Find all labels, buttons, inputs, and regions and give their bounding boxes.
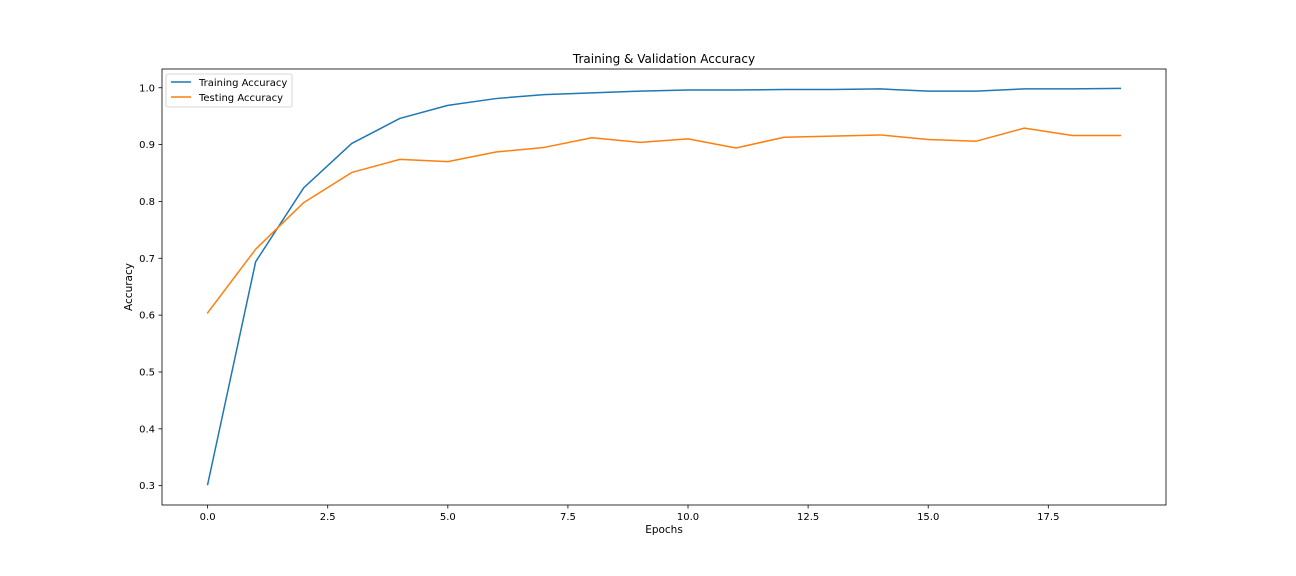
y-axis-label: Accuracy xyxy=(123,263,135,311)
x-tick-label: 0.0 xyxy=(200,512,216,523)
x-tick-label: 15.0 xyxy=(917,512,939,523)
y-tick-label: 0.8 xyxy=(139,197,155,208)
x-tick-label: 7.5 xyxy=(560,512,576,523)
legend: Training Accuracy Testing Accuracy xyxy=(165,73,293,108)
x-tick-label: 10.0 xyxy=(677,512,699,523)
x-axis-ticks: 0.0 2.5 5.0 7.5 10.0 12.5 15.0 17.5 xyxy=(200,505,1059,523)
testing-accuracy-line xyxy=(206,127,1122,314)
training-accuracy-line xyxy=(206,87,1122,486)
plot-frame xyxy=(161,68,1167,506)
x-tick-label: 12.5 xyxy=(797,512,819,523)
legend-box xyxy=(165,73,293,108)
x-tick-label: 5.0 xyxy=(440,512,456,523)
y-axis-ticks: 0.3 0.4 0.5 0.6 0.7 0.8 0.9 1.0 xyxy=(139,83,162,492)
y-tick-label: 0.3 xyxy=(139,481,155,492)
y-tick-label: 0.7 xyxy=(139,254,155,265)
legend-label-training: Training Accuracy xyxy=(198,78,287,89)
x-tick-label: 17.5 xyxy=(1037,512,1059,523)
y-tick-label: 0.4 xyxy=(139,424,155,435)
plot-lines xyxy=(206,87,1122,486)
y-tick-label: 0.6 xyxy=(139,311,155,322)
x-axis-label: Epochs xyxy=(645,524,683,536)
y-tick-label: 0.9 xyxy=(139,140,155,151)
legend-label-testing: Testing Accuracy xyxy=(198,93,283,104)
x-tick-label: 2.5 xyxy=(320,512,336,523)
y-tick-label: 1.0 xyxy=(139,83,155,94)
chart-title: Training & Validation Accuracy xyxy=(572,52,755,66)
y-tick-label: 0.5 xyxy=(139,367,155,378)
